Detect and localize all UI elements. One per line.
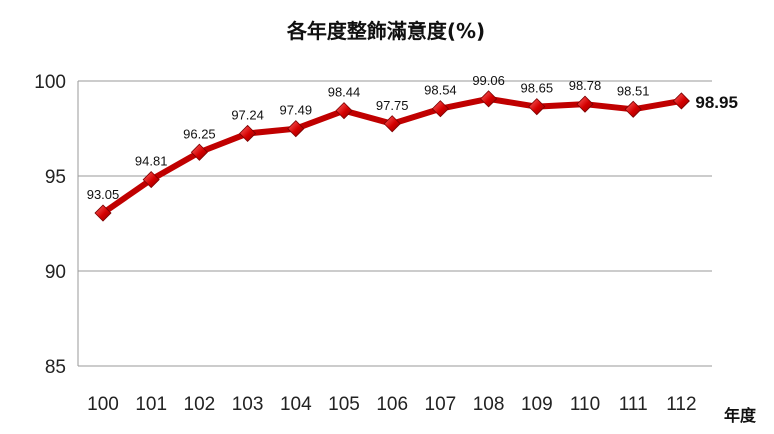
x-axis-label: 年度 (724, 406, 757, 425)
y-tick-label: 85 (45, 357, 66, 378)
data-label: 97.75 (376, 98, 409, 113)
x-tick-label: 102 (184, 394, 216, 415)
x-tick-label: 106 (376, 394, 408, 415)
data-labels: 93.05 94.81 96.25 97.24 97.49 98.44 97.75 98.54… (87, 73, 738, 202)
data-point-marker (287, 120, 305, 138)
data-point-marker (480, 90, 498, 108)
series-markers (94, 90, 690, 222)
data-point-marker (431, 100, 449, 118)
data-label: 98.51 (617, 83, 650, 98)
data-label: 93.05 (87, 187, 120, 202)
data-label: 97.24 (231, 107, 264, 122)
x-tick-label: 104 (280, 394, 312, 415)
data-label: 94.81 (135, 154, 168, 169)
data-point-marker (94, 204, 112, 222)
y-tick-label: 95 (45, 167, 66, 188)
data-label: 96.25 (183, 126, 216, 141)
y-tick-label: 100 (34, 72, 66, 93)
data-label: 97.49 (280, 103, 313, 118)
data-point-marker (624, 100, 642, 118)
x-tick-label: 105 (328, 394, 360, 415)
x-tick-label: 112 (666, 394, 696, 415)
x-tick-label: 111 (619, 394, 648, 415)
y-axis: 85 90 95 100 (34, 72, 66, 378)
data-point-marker (190, 143, 208, 161)
data-label: 98.54 (424, 83, 457, 98)
data-point-marker (528, 98, 546, 116)
data-point-marker (672, 92, 690, 110)
data-point-marker (576, 95, 594, 113)
x-tick-label: 109 (521, 394, 553, 415)
x-tick-label: 107 (425, 394, 457, 415)
data-point-marker (239, 124, 257, 143)
x-axis: 100 101 102 103 104 105 106 107 108 109 110 111 112 (87, 394, 696, 415)
data-label: 98.44 (328, 85, 361, 100)
data-label: 99.06 (472, 73, 505, 88)
x-tick-label: 108 (473, 394, 505, 415)
data-point-marker (142, 171, 160, 189)
x-tick-label: 100 (87, 394, 119, 415)
data-label: 98.65 (521, 81, 554, 96)
x-tick-label: 103 (232, 394, 264, 415)
x-tick-label: 101 (135, 394, 167, 415)
data-point-marker (383, 115, 401, 133)
data-label: 98.95 (695, 93, 738, 112)
chart-title: 各年度整飾滿意度(%) (286, 19, 485, 43)
grid-lines (77, 80, 712, 367)
x-tick-label: 110 (570, 394, 600, 415)
y-tick-label: 90 (45, 262, 66, 283)
data-point-marker (335, 102, 353, 120)
data-label: 98.78 (569, 78, 602, 93)
